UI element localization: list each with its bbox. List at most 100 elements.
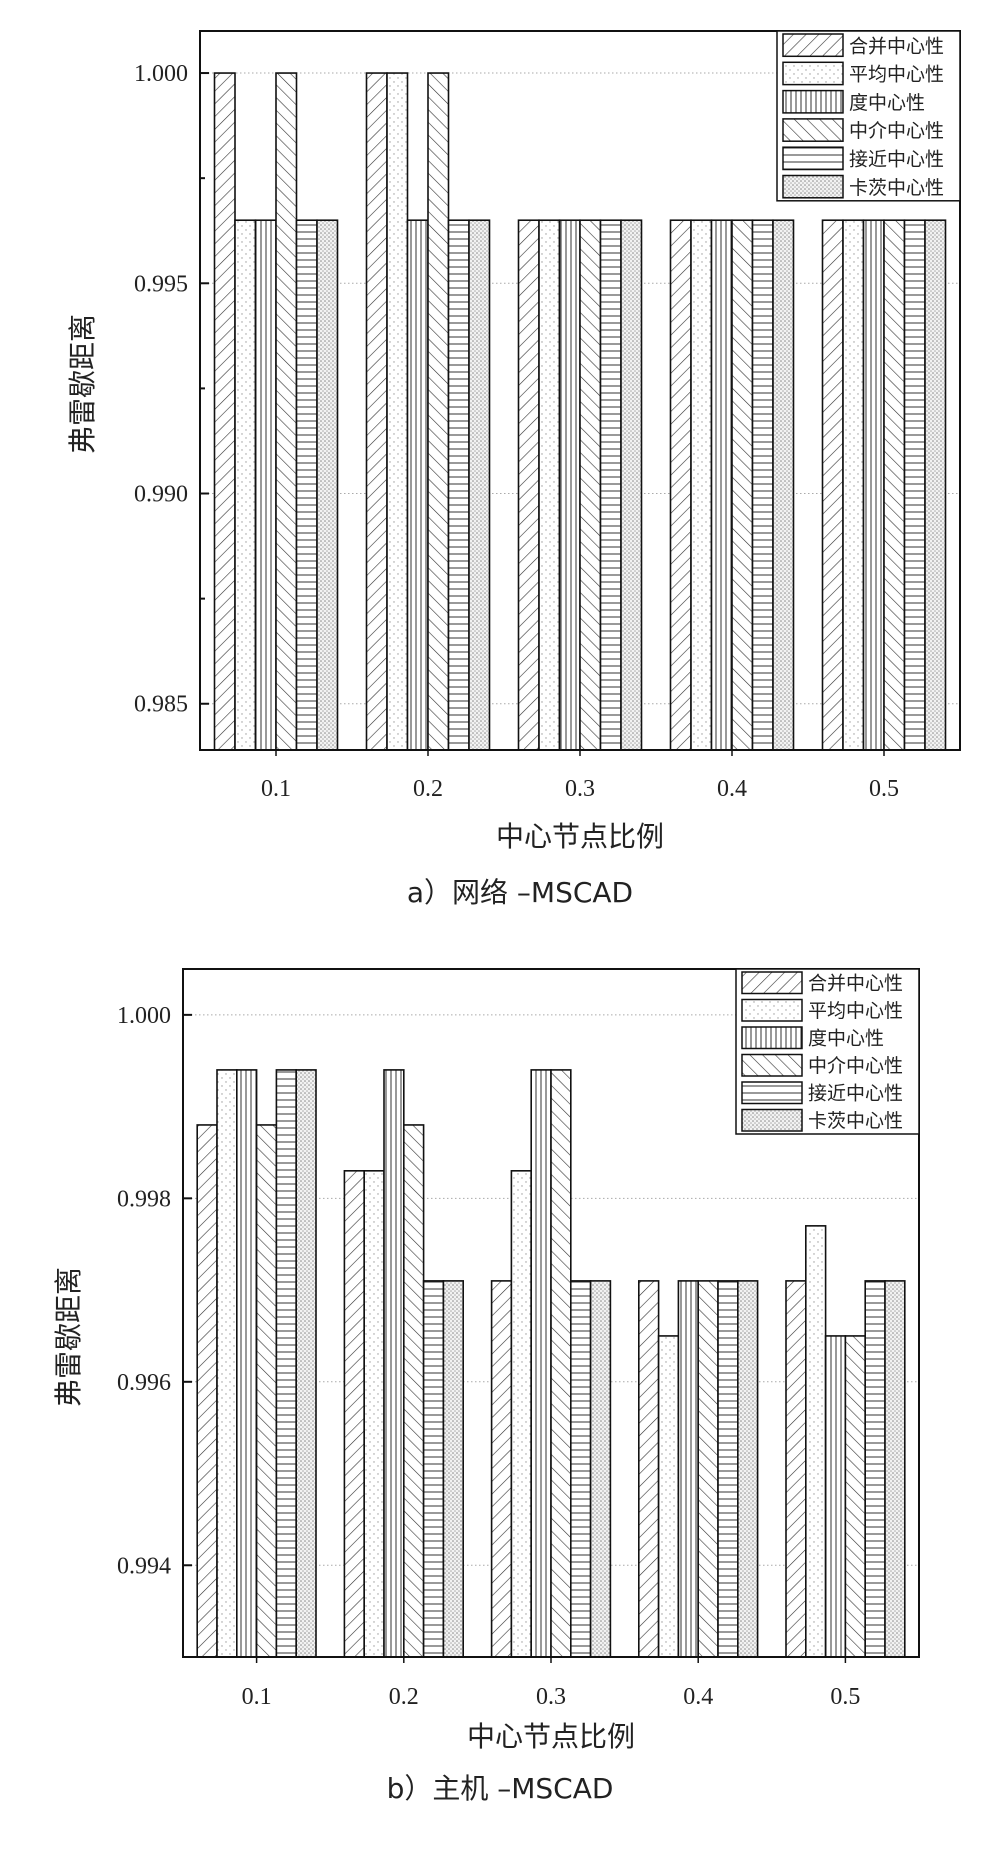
bar-4-0.4 bbox=[731, 219, 754, 751]
plot-frame bbox=[199, 30, 961, 751]
bar-6-0.2 bbox=[442, 1280, 464, 1658]
y-tick-label: 0.990 bbox=[134, 482, 188, 508]
bar-5-0.1 bbox=[295, 219, 318, 751]
legend-swatch bbox=[741, 1081, 803, 1105]
bar-5-0.4 bbox=[717, 1280, 739, 1658]
bar-2-0.5 bbox=[842, 219, 865, 751]
bar-3-0.3 bbox=[558, 219, 581, 751]
bar-6-0.5 bbox=[884, 1280, 906, 1658]
y-tick-label: 0.985 bbox=[134, 692, 188, 718]
bar-1-0.2 bbox=[343, 1170, 365, 1658]
chart-b: 0.1 0.2 0.3 0.4 0.5 0.994 0.996 0.998 1.000 合并中心性… bbox=[52, 968, 920, 1805]
plot-frame bbox=[182, 968, 920, 1658]
chart-b-xlabel: 中心节点比例 bbox=[467, 1720, 635, 1753]
x-tick-label: 0.2 bbox=[413, 776, 443, 802]
bar-3-0.5 bbox=[862, 219, 885, 751]
bar-3-0.1 bbox=[236, 1069, 258, 1658]
bar-5-0.5 bbox=[903, 219, 926, 751]
chart-a: 0.1 0.2 0.3 0.4 0.5 0.985 0.990 0.995 1.000 合并中心性… bbox=[66, 30, 961, 909]
chart-b-ylabel: 弗雷歇距离 bbox=[52, 1267, 85, 1407]
bar-2-0.4 bbox=[657, 1335, 680, 1658]
bar-1-0.2 bbox=[365, 72, 388, 751]
legend-swatch bbox=[782, 146, 844, 171]
legend-swatch bbox=[741, 1026, 803, 1050]
bar-4-0.1 bbox=[275, 72, 298, 751]
bar-1-0.1 bbox=[196, 1124, 218, 1658]
legend-label: 度中心性 bbox=[808, 1028, 884, 1050]
legend-swatch bbox=[782, 61, 844, 86]
y-tick-label: 0.998 bbox=[117, 1186, 171, 1212]
bar-3-0.2 bbox=[383, 1069, 405, 1658]
bar-1-0.3 bbox=[517, 219, 540, 751]
bar-6-0.1 bbox=[295, 1069, 317, 1658]
bar-1-0.4 bbox=[669, 219, 692, 751]
y-tick-label: 0.995 bbox=[134, 271, 188, 297]
bar-5-0.4 bbox=[751, 219, 774, 751]
bar-5-0.1 bbox=[275, 1069, 297, 1658]
bar-3-0.5 bbox=[824, 1335, 847, 1658]
bar-1-0.5 bbox=[785, 1280, 807, 1658]
x-tick-label: 0.2 bbox=[389, 1684, 419, 1710]
legend-swatch bbox=[741, 971, 803, 995]
legend-label: 中介中心性 bbox=[849, 120, 944, 142]
chart-a-plot: 0.1 0.2 0.3 0.4 0.5 0.985 0.990 0.995 1.000 合并中心性… bbox=[134, 30, 961, 802]
bar-5-0.5 bbox=[864, 1280, 886, 1658]
chart-b-plot: 0.1 0.2 0.3 0.4 0.5 0.994 0.996 0.998 1.000 合并中心性… bbox=[117, 968, 920, 1710]
x-tick-label: 0.4 bbox=[717, 776, 747, 802]
y-tick-label: 1.000 bbox=[117, 1003, 171, 1029]
bar-4-0.4 bbox=[697, 1280, 719, 1658]
bar-6-0.4 bbox=[736, 1280, 759, 1658]
bar-2-0.2 bbox=[363, 1170, 385, 1658]
bar-2-0.3 bbox=[510, 1170, 532, 1658]
bar-3-0.4 bbox=[710, 219, 733, 751]
legend-label: 接近中心性 bbox=[849, 149, 944, 171]
bar-3-0.1 bbox=[254, 219, 277, 751]
bar-2-0.2 bbox=[386, 72, 409, 751]
bar-6-0.1 bbox=[316, 219, 339, 751]
x-tick-label: 0.5 bbox=[830, 1684, 860, 1710]
legend-label: 中介中心性 bbox=[808, 1055, 903, 1077]
legend-swatch bbox=[741, 998, 803, 1022]
legend-label: 平均中心性 bbox=[808, 1000, 903, 1022]
chart-b-caption: b）主机 –MSCAD bbox=[387, 1772, 614, 1805]
legend-swatch bbox=[782, 174, 844, 199]
legend-label: 卡茨中心性 bbox=[849, 177, 944, 199]
bar-4-0.2 bbox=[402, 1124, 425, 1658]
bar-4-0.5 bbox=[844, 1335, 867, 1658]
bar-2-0.1 bbox=[234, 219, 257, 751]
y-tick-label: 0.996 bbox=[117, 1370, 171, 1396]
legend-swatch bbox=[741, 1108, 803, 1132]
x-tick-label: 0.5 bbox=[869, 776, 899, 802]
legend-box bbox=[776, 30, 961, 202]
bar-3-0.4 bbox=[677, 1280, 700, 1658]
bar-1-0.1 bbox=[213, 72, 236, 751]
legend-label: 合并中心性 bbox=[808, 973, 903, 995]
legend-swatch bbox=[741, 1053, 803, 1077]
y-tick-label: 0.994 bbox=[117, 1553, 171, 1579]
legend-label: 平均中心性 bbox=[849, 64, 944, 86]
y-tick-label: 1.000 bbox=[134, 61, 188, 87]
legend-label: 合并中心性 bbox=[849, 35, 944, 57]
chart-a-caption: a）网络 –MSCAD bbox=[407, 876, 633, 909]
x-tick-label: 0.1 bbox=[261, 776, 291, 802]
x-tick-label: 0.3 bbox=[536, 1684, 566, 1710]
legend-swatch bbox=[782, 118, 844, 142]
bar-4-0.3 bbox=[579, 219, 602, 751]
chart-a-xlabel: 中心节点比例 bbox=[496, 820, 664, 853]
bar-6-0.5 bbox=[924, 219, 947, 751]
bar-3-0.3 bbox=[530, 1069, 552, 1658]
bar-1-0.3 bbox=[490, 1280, 513, 1658]
x-tick-label: 0.4 bbox=[683, 1684, 713, 1710]
bar-6-0.3 bbox=[620, 219, 643, 751]
bar-5-0.3 bbox=[569, 1280, 592, 1658]
legend-box bbox=[735, 968, 920, 1135]
bar-6-0.3 bbox=[589, 1280, 612, 1658]
bar-6-0.4 bbox=[772, 219, 795, 751]
bar-4-0.1 bbox=[255, 1124, 278, 1658]
bar-2-0.4 bbox=[690, 219, 713, 751]
bar-5-0.2 bbox=[447, 219, 470, 751]
bar-4-0.5 bbox=[883, 219, 906, 751]
